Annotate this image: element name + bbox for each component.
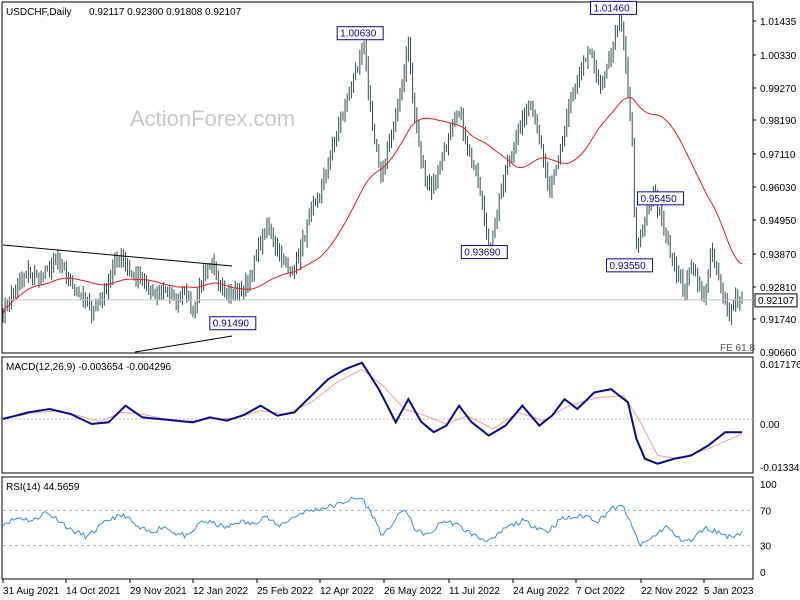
ohlc-values: 0.92117 0.92300 0.91808 0.92107 xyxy=(89,7,242,18)
annotation-box xyxy=(209,316,257,331)
fe-label: FE 61.8 xyxy=(720,343,755,354)
price-tick-label: 0.98190 xyxy=(760,116,797,127)
x-tick-label: 26 May 2022 xyxy=(384,586,442,597)
rsi-tick-label: 0 xyxy=(760,568,766,579)
trendline-lower xyxy=(134,335,233,353)
annotation-text: 1.01460 xyxy=(594,3,631,14)
last-price-box xyxy=(754,293,798,308)
price-annotation: 1.01460 xyxy=(590,0,638,15)
price-tick-label: 0.94950 xyxy=(760,216,797,227)
annotation-text: 0.93690 xyxy=(464,248,501,259)
price-tick-label: 1.00330 xyxy=(760,51,797,62)
macd-layer xyxy=(2,361,753,465)
rsi-layer xyxy=(2,496,753,548)
price-annotation: 0.91490 xyxy=(209,316,257,331)
annotation-box xyxy=(590,0,638,15)
price-panel-frame xyxy=(1,1,754,354)
annotation-text: 1.00630 xyxy=(340,29,377,40)
macd-tick-label: 0.00 xyxy=(760,420,780,431)
last-price-label: 0.92107 xyxy=(758,296,795,307)
x-tick-label: 22 Nov 2022 xyxy=(641,586,698,597)
macd-title: MACD(12,26,9) -0.003654 -0.004296 xyxy=(6,362,172,373)
price-tick-label: 0.97110 xyxy=(760,150,796,161)
macd-tick-label: -0.01334 xyxy=(760,463,800,474)
price-tick-label: 0.92810 xyxy=(760,283,797,294)
x-tick-label: 7 Oct 2022 xyxy=(576,586,625,597)
x-tick-label: 12 Jan 2022 xyxy=(193,586,248,597)
price-annotation: 0.95450 xyxy=(637,191,685,206)
price-tick-label: 0.93870 xyxy=(760,250,797,261)
annotation-box xyxy=(606,258,654,273)
watermark: ActionForex.com xyxy=(130,106,295,131)
price-tick-label: 0.91740 xyxy=(760,315,797,326)
x-tick-label: 29 Nov 2021 xyxy=(130,586,187,597)
rsi-panel-frame xyxy=(1,476,754,580)
annotation-box xyxy=(460,245,508,260)
rsi-title: RSI(14) 44.5659 xyxy=(6,482,80,493)
price-tick-label: 0.96030 xyxy=(760,183,797,194)
price-annotation: 1.00630 xyxy=(336,26,384,41)
annotation-text: 0.91490 xyxy=(213,319,250,330)
price-tick-label: 1.01435 xyxy=(760,17,797,28)
macd-panel-frame xyxy=(1,356,754,474)
annotation-text: 0.93550 xyxy=(610,261,647,272)
x-tick-label: 24 Aug 2022 xyxy=(513,586,570,597)
x-tick-label: 11 Jul 2022 xyxy=(449,586,500,597)
x-tick-label: 12 Apr 2022 xyxy=(320,586,374,597)
moving-average-line xyxy=(2,97,743,315)
price-tick-label: 0.99270 xyxy=(760,84,797,95)
rsi-tick-label: 100 xyxy=(760,480,777,491)
rsi-tick-label: 30 xyxy=(760,542,772,553)
trendline-upper xyxy=(2,244,233,267)
price-layer: 0.91490 1.00630 0.93690 1.01460 0.95450 0.935… xyxy=(2,0,753,353)
annotation-text: 0.95450 xyxy=(641,194,678,205)
symbol-label: USDCHF,Daily xyxy=(6,7,72,18)
x-tick-label: 5 Jan 2023 xyxy=(704,586,754,597)
price-tick-label: 0.90660 xyxy=(760,348,797,359)
price-annotation: 0.93550 xyxy=(606,258,654,273)
price-annotation: 0.93690 xyxy=(460,245,508,260)
x-tick-label: 14 Oct 2021 xyxy=(66,586,121,597)
macd-tick-label: 0.017176 xyxy=(760,360,800,371)
x-tick-label: 31 Aug 2021 xyxy=(3,586,60,597)
macd-line xyxy=(2,361,742,465)
rsi-tick-label: 70 xyxy=(760,506,772,517)
axis-layer: 1.01435 1.00330 0.99270 0.98190 0.97110 0.960… xyxy=(2,17,800,597)
rsi-line xyxy=(2,496,743,548)
annotation-box xyxy=(336,26,384,41)
x-tick-label: 25 Feb 2022 xyxy=(257,586,314,597)
annotation-box xyxy=(637,191,685,206)
